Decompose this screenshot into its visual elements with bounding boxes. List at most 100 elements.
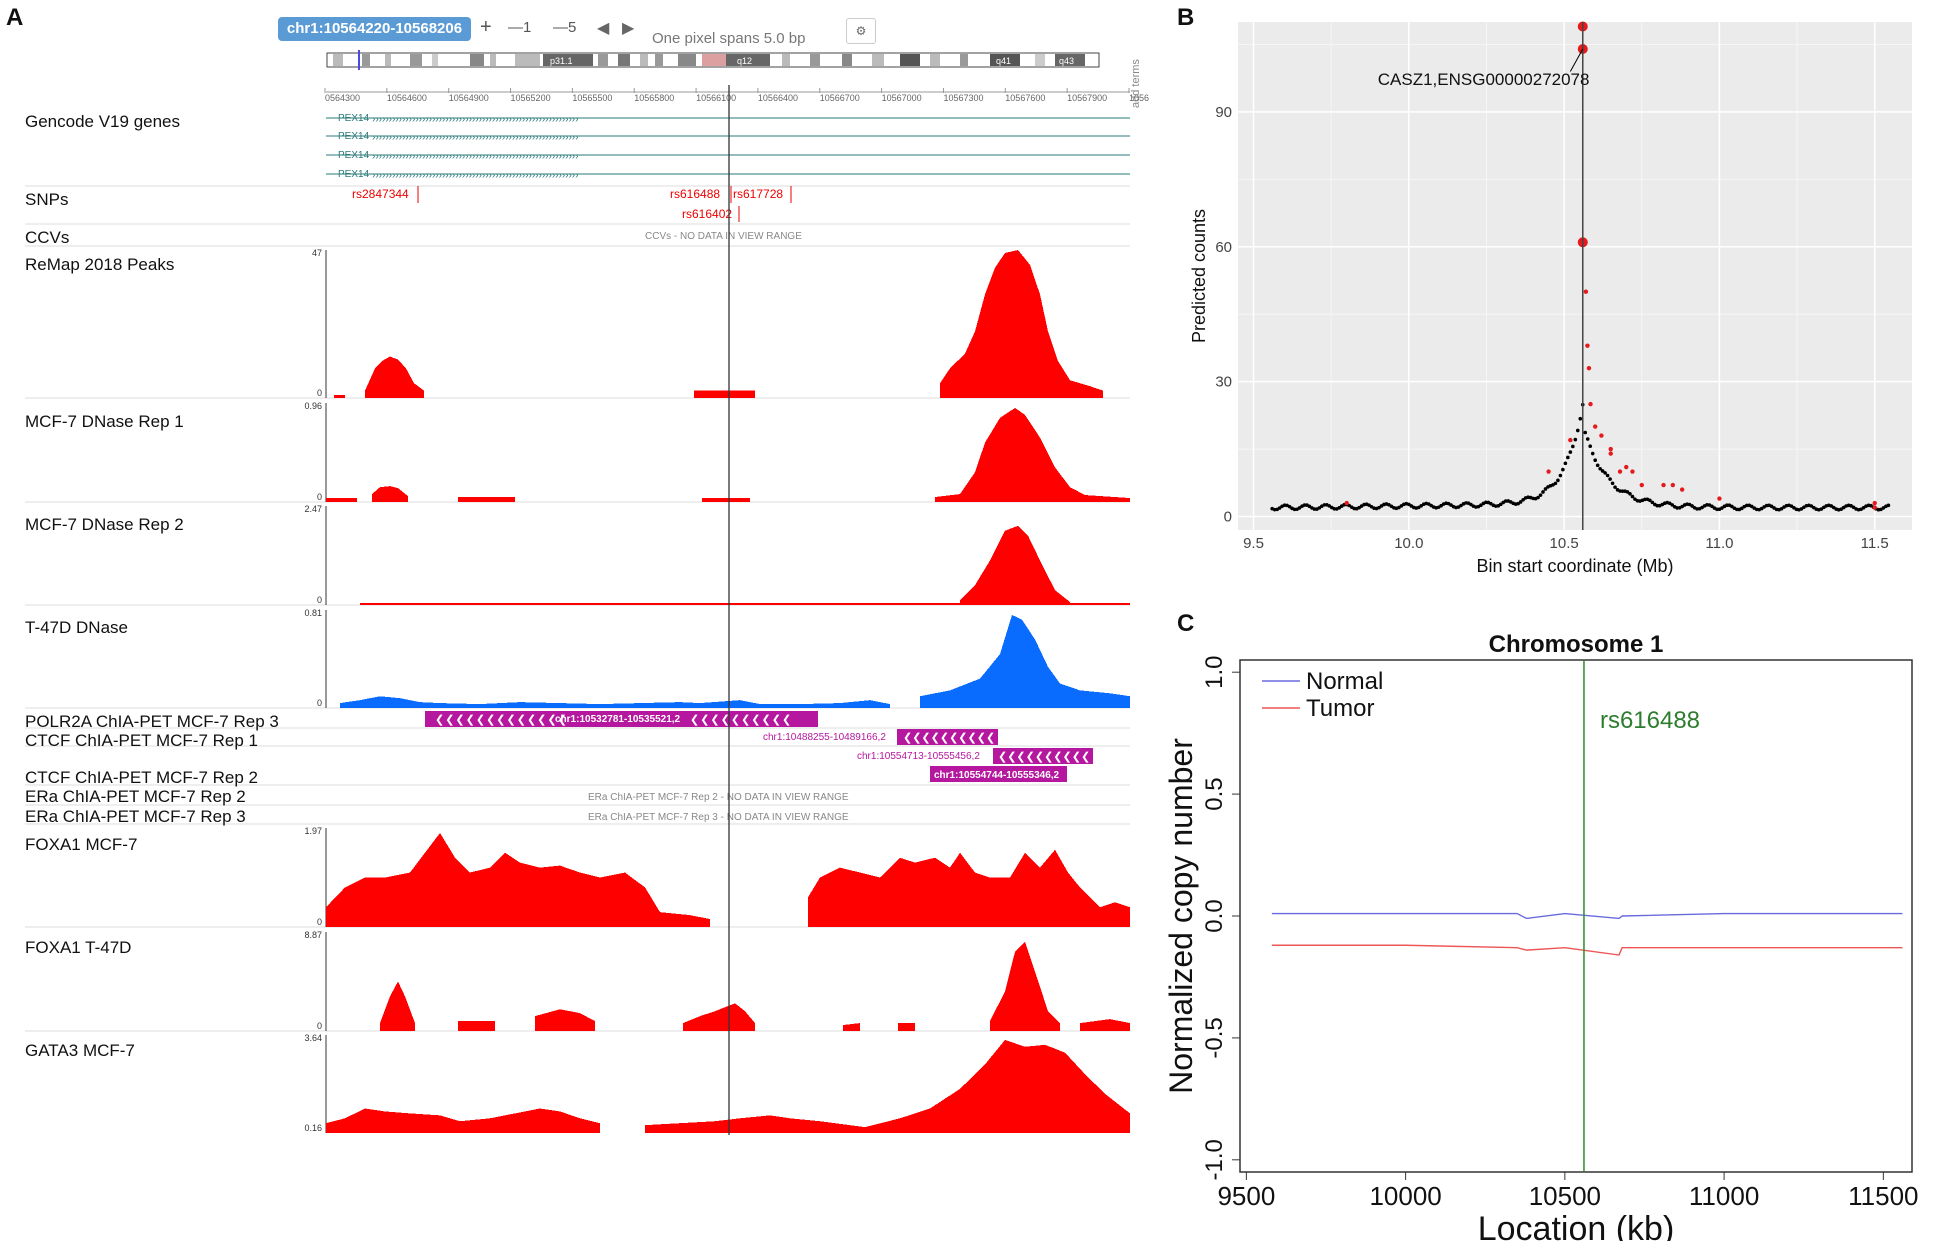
undefined[interactable]: 3.64 0.16 <box>304 1033 1130 1133</box>
gene-label[interactable]: PEX14 <box>338 131 370 142</box>
chart-title: Chromosome 1 <box>1489 631 1664 658</box>
ctcf2-interaction[interactable] <box>930 766 1067 782</box>
scatter-point <box>1568 450 1573 454</box>
scatter-point <box>1599 433 1604 438</box>
undefined[interactable]: 2.47 0 <box>304 504 1130 605</box>
scatter-point <box>1624 464 1629 470</box>
scatter-point <box>1312 507 1317 511</box>
ruler-tick: 10566700 <box>820 93 860 103</box>
y-tick-label: 90 <box>1215 104 1232 121</box>
ruler-tick: 10564900 <box>449 93 489 103</box>
scatter-point <box>1872 500 1877 506</box>
track-name: MCF-7 DNase Rep 2 <box>25 515 184 534</box>
ruler-tick: 10567300 <box>943 93 983 103</box>
legend-label: Normal <box>1306 668 1383 695</box>
polr2a-interaction[interactable] <box>425 711 818 727</box>
band-label: q41 <box>996 56 1011 66</box>
signal-peak <box>865 1039 1130 1133</box>
signal-peak <box>935 407 1130 502</box>
pixel-span-text: One pixel spans 5.0 bp <box>652 30 806 47</box>
band-label: q43 <box>1059 56 1074 66</box>
scatter-point <box>1600 469 1605 473</box>
zoom-in-button[interactable]: + <box>480 16 492 38</box>
snp-label[interactable]: rs616488 <box>670 187 720 201</box>
scatter-point <box>1546 469 1551 474</box>
y-tick-label: 60 <box>1215 239 1232 256</box>
scatter-point <box>1630 469 1635 474</box>
undefined[interactable]: 1.97 0 <box>304 826 1130 927</box>
svg-text:❮❮❮❮❮❮❮❮❮❮❮❮❮: ❮❮❮❮❮❮❮❮❮❮❮❮❮ <box>435 714 568 726</box>
chiapet-tracks[interactable]: ❮❮❮❮❮❮❮❮❮❮❮❮❮ chr1:10532781-10535521,2 ❮… <box>425 711 1093 782</box>
signal-peak <box>458 1021 495 1031</box>
scatter-point <box>1566 455 1570 460</box>
zoom-out-1-button[interactable]: —1 <box>508 19 532 36</box>
y-axis-label: Predicted counts <box>1189 209 1209 343</box>
track-min: 0 <box>317 492 322 502</box>
scatter-point <box>1679 487 1685 492</box>
coordinate-ruler: 0564300 10564600 10564900 10565200 10565500 1… <box>324 88 1149 103</box>
ruler-tick: 10567900 <box>1067 93 1107 103</box>
undefined[interactable]: 47 0 <box>312 248 1103 398</box>
era-rep3-no-data: ERa ChIA-PET MCF-7 Rep 3 - NO DATA IN VI… <box>588 812 849 823</box>
scatter-point <box>1588 444 1593 449</box>
scatter-point <box>1479 503 1483 508</box>
snp-label[interactable]: rs2847344 <box>352 187 409 201</box>
ctcf1-interaction-b[interactable] <box>993 748 1093 764</box>
scatter-point <box>1561 467 1565 472</box>
scatter-point <box>1543 487 1548 491</box>
gene-track[interactable]: ››››››››››››››››››››››››››››››››››››››››… <box>326 113 1130 181</box>
scatter-point <box>1575 428 1580 433</box>
locus-box[interactable]: chr1:10564220-10568206 <box>278 17 471 41</box>
scatter-point <box>1625 490 1630 494</box>
signal-peak <box>360 603 1130 605</box>
undefined[interactable]: 0.81 0 <box>304 608 1130 708</box>
forward-arrow-icon[interactable]: ▶ <box>622 20 635 37</box>
panel-c: C Chromosome 1 9500 10000 10500 11000 11500 -1… <box>1160 600 1946 1241</box>
panel-b: B 9.5 10.0 10.5 11.0 11.5 0 30 60 90 Bin start co… <box>1160 0 1946 600</box>
track-name: Gencode V19 genes <box>25 112 181 131</box>
signal-peak <box>535 1009 595 1031</box>
scatter-point <box>1563 461 1568 466</box>
signal-peak <box>694 390 755 398</box>
signal-peak <box>843 1023 860 1031</box>
scatter-point <box>1521 497 1525 502</box>
scatter-point <box>1344 500 1349 506</box>
gene-label[interactable]: PEX14 <box>338 150 370 161</box>
signal-peak <box>920 614 1130 708</box>
signal-peak <box>702 498 750 502</box>
chromosome-ideogram[interactable]: p31.1 q12 q41 q43 <box>326 50 1100 70</box>
signal-peak <box>683 1003 755 1031</box>
scatter-point <box>1518 500 1523 504</box>
ctcf1-interaction-a[interactable] <box>897 729 998 745</box>
svg-text:❮❮❮❮❮❮❮❮❮❮: ❮❮❮❮❮❮❮❮❮❮ <box>903 732 995 744</box>
track-max: 3.64 <box>304 1033 322 1043</box>
gene-label[interactable]: PEX14 <box>338 169 370 180</box>
track-name: ERa ChIA-PET MCF-7 Rep 3 <box>25 807 246 826</box>
scatter-point <box>1583 430 1588 435</box>
x-tick-label: 9500 <box>1217 1181 1275 1211</box>
signal-peak <box>326 1108 600 1133</box>
undefined[interactable]: 0.96 0 <box>304 401 1130 502</box>
scatter-point <box>1628 492 1632 496</box>
scatter-point <box>1715 507 1719 512</box>
scatter-point <box>1578 416 1583 421</box>
svg-text:❮❮❮❮❮❮❮❮❮❮: ❮❮❮❮❮❮❮❮❮❮ <box>998 751 1090 763</box>
scatter-point <box>1608 446 1613 452</box>
undefined[interactable]: 8.87 0 <box>304 930 1130 1031</box>
snp-label[interactable]: rs616402 <box>682 207 732 221</box>
track-name: CCVs <box>25 228 70 247</box>
legend-label: Tumor <box>1306 695 1374 722</box>
back-arrow-icon[interactable]: ◀ <box>597 20 610 37</box>
snp-track[interactable]: rs2847344 rs616488 rs617728 rs616402 <box>352 186 792 222</box>
track-max: 2.47 <box>304 504 322 514</box>
scatter-point <box>1571 444 1575 449</box>
zoom-out-5-button[interactable]: —5 <box>553 19 577 36</box>
snp-label[interactable]: rs617728 <box>733 187 783 201</box>
settings-gear-icon[interactable]: ⚙ <box>846 18 876 44</box>
gene-label[interactable]: PEX14 <box>338 113 370 124</box>
track-max: 0.81 <box>304 608 322 618</box>
panel-a: A chr1:10564220-10568206 + —1 —5 ◀ ▶ One… <box>6 4 1149 1135</box>
signal-peak <box>898 1023 915 1031</box>
scatter-point <box>1583 289 1589 294</box>
ccvs-no-data: CCVs - NO DATA IN VIEW RANGE <box>645 231 802 242</box>
